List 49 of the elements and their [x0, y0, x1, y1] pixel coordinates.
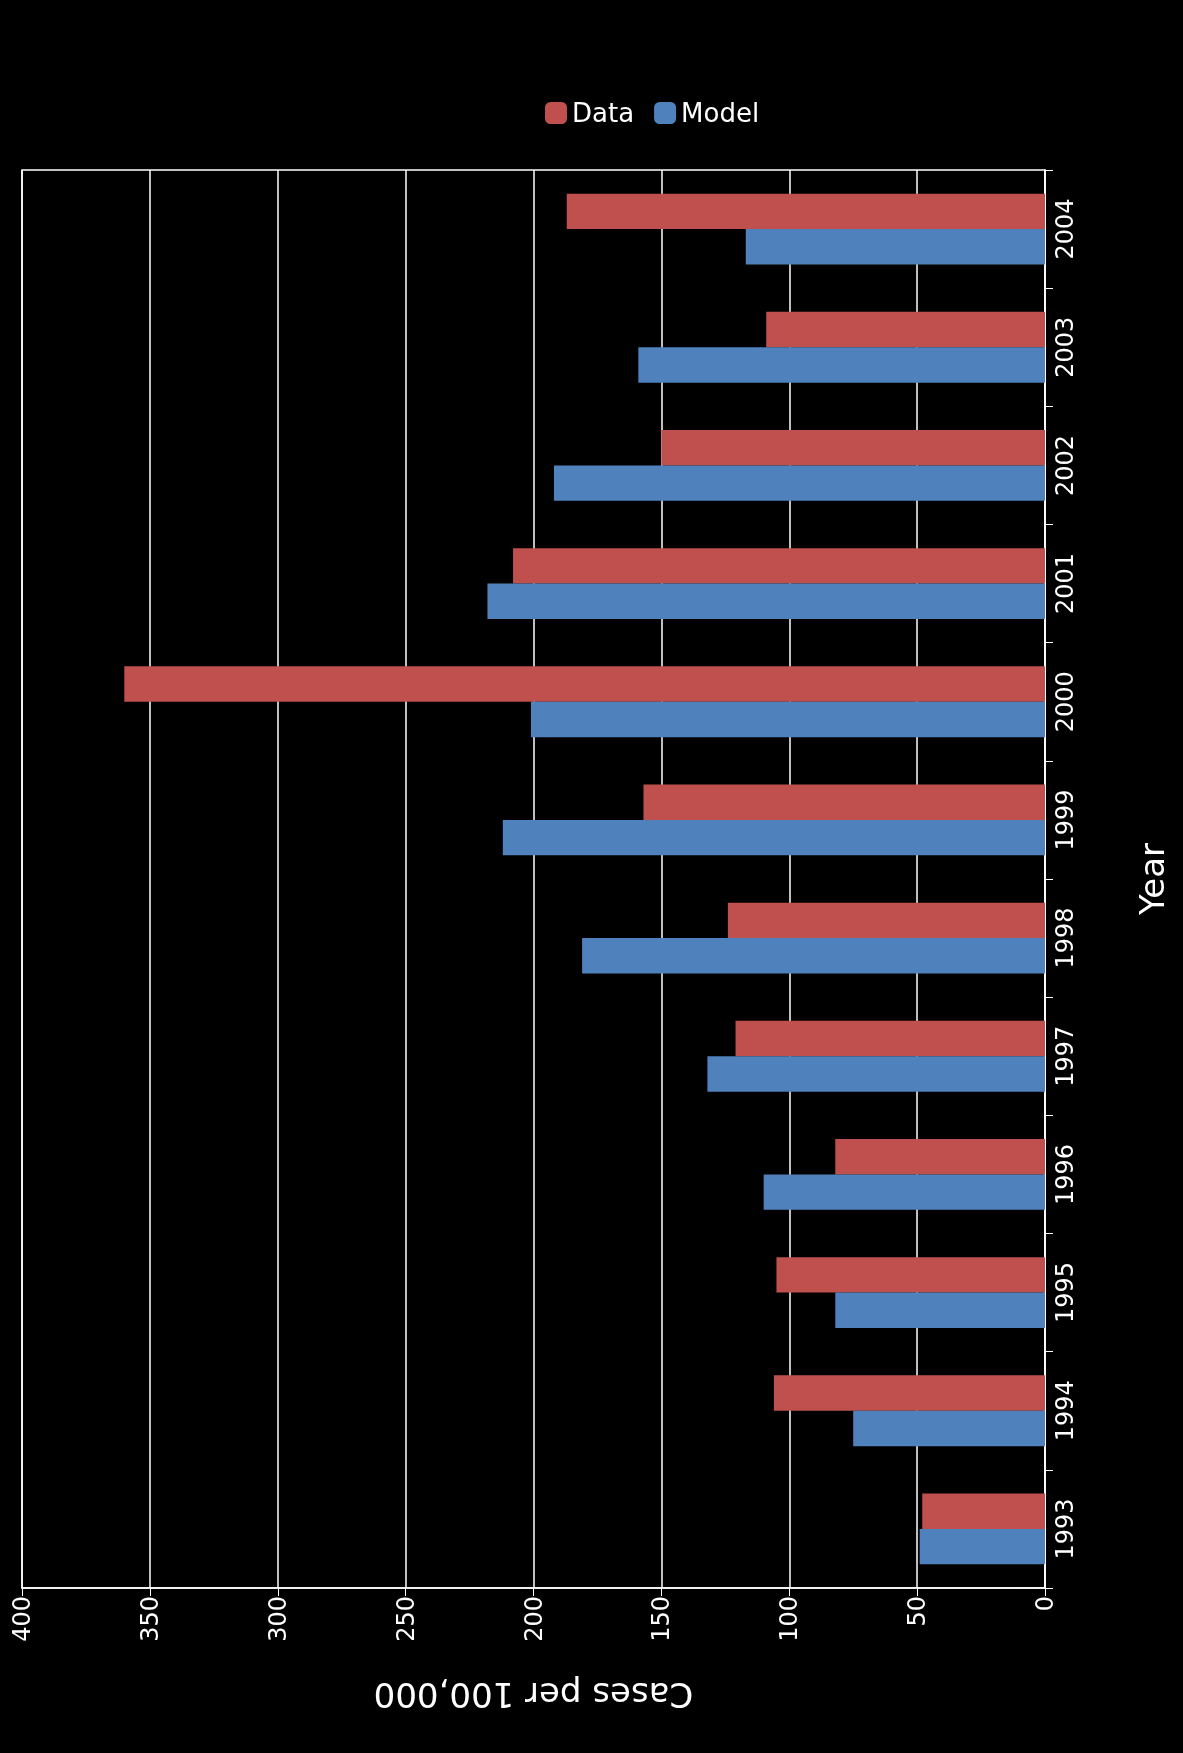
bar — [922, 1493, 1045, 1529]
x-tick-label: 350 — [135, 1596, 164, 1642]
bar — [766, 311, 1045, 348]
y-tick-label: 1996 — [1051, 1143, 1079, 1205]
y-axis-title: Year — [1132, 842, 1172, 916]
bar — [835, 1292, 1045, 1329]
x-tick-label: 100 — [775, 1596, 804, 1642]
y-tick-label: 1999 — [1051, 789, 1079, 851]
x-tick-label: 400 — [8, 1596, 36, 1642]
y-tick-label: 1993 — [1051, 1498, 1079, 1560]
y-tick-label: 1995 — [1051, 1262, 1079, 1324]
bar — [745, 229, 1045, 265]
bar — [124, 666, 1045, 702]
bar — [707, 1056, 1045, 1092]
bar — [487, 583, 1045, 620]
bar — [502, 819, 1045, 856]
x-tick-label: 50 — [903, 1596, 932, 1627]
bar — [513, 548, 1045, 584]
bar — [776, 1257, 1045, 1293]
legend-label: Data — [572, 98, 635, 128]
x-tick-label: 150 — [647, 1596, 676, 1642]
x-tick-label: 200 — [519, 1596, 548, 1642]
y-tick-label: 2004 — [1051, 198, 1079, 260]
bar — [661, 429, 1045, 466]
bar — [530, 701, 1045, 738]
bar — [763, 1174, 1045, 1210]
y-tick-label: 1994 — [1051, 1380, 1079, 1442]
y-tick-label: 1998 — [1051, 907, 1079, 969]
bar — [582, 938, 1045, 974]
x-tick-label: 0 — [1031, 1596, 1059, 1612]
x-axis-title: Cases per 100,000 — [373, 1675, 694, 1715]
bar — [643, 784, 1045, 820]
bar — [919, 1528, 1045, 1565]
x-tick-label: 300 — [263, 1596, 292, 1642]
bar — [835, 1138, 1045, 1175]
bar — [735, 1020, 1045, 1057]
bar — [773, 1375, 1045, 1411]
bar — [727, 902, 1045, 939]
y-tick-label: 2002 — [1051, 434, 1079, 496]
y-tick-label: 1997 — [1051, 1025, 1079, 1087]
y-tick-label: 2000 — [1051, 671, 1079, 733]
bar — [566, 193, 1045, 230]
legend-label: Model — [681, 98, 760, 128]
y-tick-label: 2001 — [1051, 553, 1079, 615]
bar — [638, 347, 1045, 383]
bar — [853, 1410, 1045, 1447]
y-tick-label: 2003 — [1051, 316, 1079, 378]
bar — [553, 465, 1045, 501]
x-tick-label: 250 — [391, 1596, 420, 1642]
